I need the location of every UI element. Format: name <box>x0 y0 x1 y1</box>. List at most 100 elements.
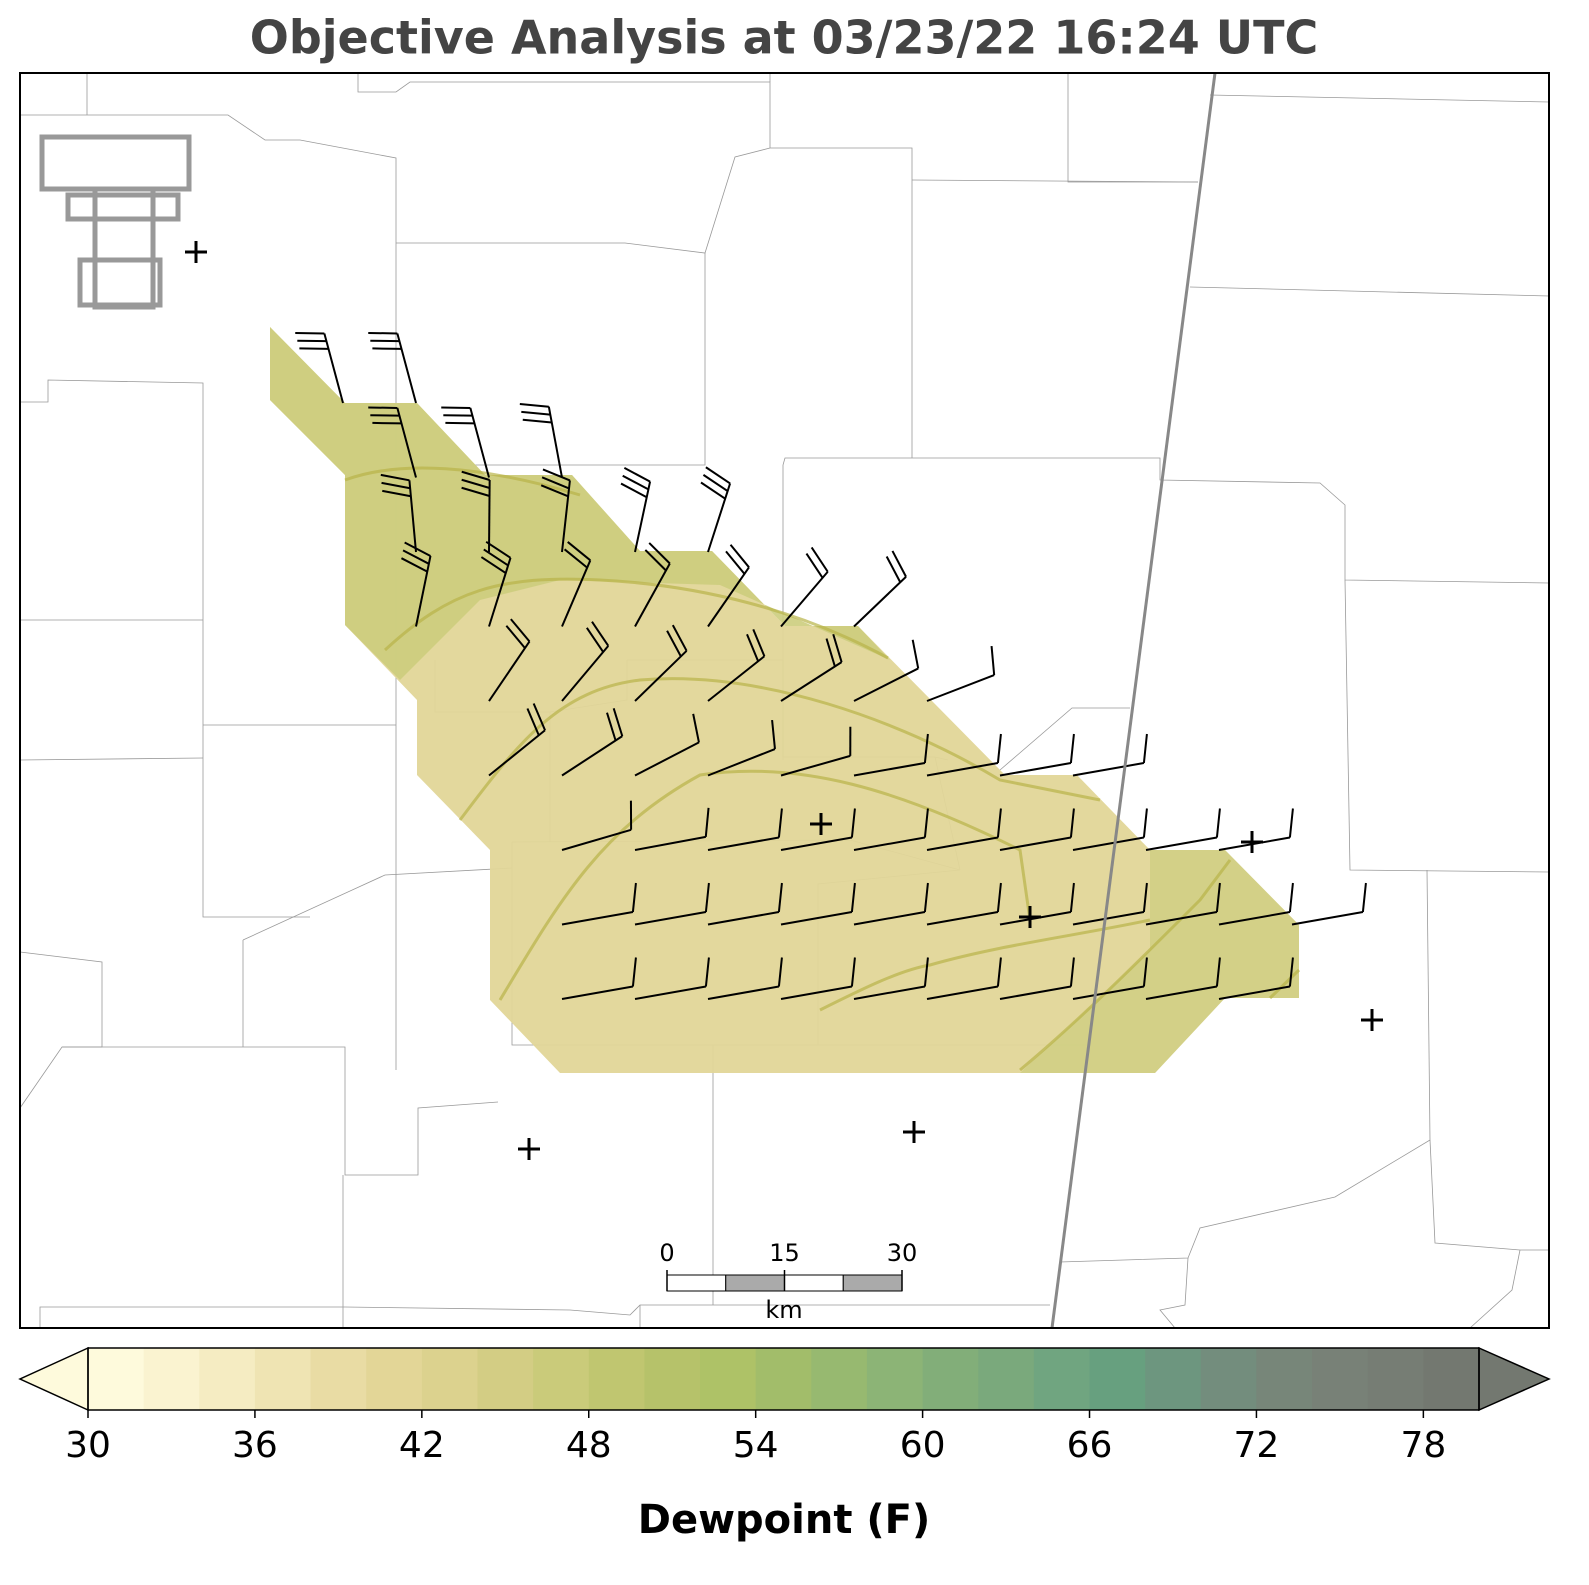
dewpoint-shading-high <box>270 327 890 680</box>
barb-feather <box>810 546 829 573</box>
barb-staff <box>999 762 1072 777</box>
barb-feather <box>522 418 552 424</box>
barb-feather <box>381 481 411 490</box>
barb-feather <box>483 548 509 567</box>
contour-line <box>344 466 581 497</box>
county-line <box>911 179 1199 183</box>
barb-feather <box>541 476 570 490</box>
barb-staff <box>634 911 707 926</box>
county-line <box>1059 869 1431 1263</box>
barb-feather <box>996 733 1002 764</box>
contour-line <box>383 577 889 660</box>
barb-staff <box>561 645 610 702</box>
barb-staff <box>1218 836 1291 851</box>
colorbar-bin <box>1312 1348 1369 1410</box>
barb-staff <box>926 911 999 926</box>
barb-staff <box>488 479 491 553</box>
barb-feather <box>777 882 783 913</box>
county-line <box>1469 1249 1521 1329</box>
barb-staff <box>408 480 417 553</box>
colorbar-bin <box>811 1348 868 1410</box>
contour-line <box>458 677 1101 821</box>
barb-feather <box>1069 808 1075 838</box>
station <box>518 1138 540 1160</box>
barb-staff <box>926 674 995 702</box>
barb-staff <box>707 655 766 702</box>
colorbar-bin <box>143 1348 200 1410</box>
barb-feather <box>485 540 512 559</box>
title: Objective Analysis at 03/23/22 16:24 UTC <box>250 11 1319 65</box>
barb-staff <box>634 835 706 851</box>
colorbar-tick-label: 66 <box>1067 1425 1113 1466</box>
barb-feather <box>1142 733 1148 764</box>
barb-feather <box>725 550 746 575</box>
barb-feather <box>526 708 540 736</box>
barb-feather <box>923 957 929 987</box>
colorbar-bin <box>1200 1348 1257 1410</box>
logo-part <box>65 192 181 222</box>
barb-feather <box>644 549 667 572</box>
barb-staff <box>853 985 926 1000</box>
barb-feather <box>1215 957 1221 987</box>
scale-bar: km 0 15 30 <box>659 1239 917 1324</box>
county-line <box>242 867 513 941</box>
barb-feather <box>777 957 783 987</box>
barb-feather <box>648 542 671 565</box>
contour-line <box>498 769 1032 1001</box>
colorbar-tick-label: 30 <box>65 1425 111 1466</box>
barb-feather <box>990 645 996 676</box>
barb-feather <box>404 541 431 557</box>
barb-feather <box>606 712 617 741</box>
barb-feather <box>923 882 929 913</box>
barb-staff <box>999 836 1072 851</box>
barb-feather <box>400 557 428 573</box>
barb-feather <box>911 639 920 669</box>
barb-feather <box>461 478 490 489</box>
barb-feather <box>1142 957 1148 987</box>
barb-feather <box>771 719 776 750</box>
barb-staff <box>926 985 999 1000</box>
barb-feather <box>996 957 1002 987</box>
colorbar: Dewpoint (F) 30 36 42 48 54 60 66 72 78 <box>18 1346 1551 1543</box>
barb-staff <box>780 571 829 628</box>
barb-staff <box>853 576 907 628</box>
barb-staff <box>853 761 926 777</box>
barb-staff <box>853 667 919 702</box>
scale-segment <box>784 1274 844 1292</box>
barb-staff <box>780 661 843 702</box>
county-line <box>1189 286 1550 297</box>
barb-feather <box>586 627 604 653</box>
barb-feather <box>505 625 526 649</box>
barb-feather <box>631 957 637 987</box>
colorbar-bin <box>588 1348 645 1410</box>
barb-feather <box>1288 882 1294 913</box>
barb-staff <box>1291 911 1364 926</box>
station <box>810 813 832 835</box>
colorbar-bin <box>978 1348 1035 1410</box>
county-line <box>782 457 1550 584</box>
barb-feather <box>832 633 843 663</box>
scale-segment <box>725 1274 785 1292</box>
colorbar-tick-label: 78 <box>1400 1425 1446 1466</box>
county-line <box>999 707 1130 771</box>
scale-tick-label: 0 <box>659 1239 674 1267</box>
barb-feather <box>704 957 710 987</box>
barb-staff <box>780 911 853 926</box>
colorbar-bin <box>477 1348 534 1410</box>
county-lines <box>19 73 1550 1329</box>
colorbar-bin <box>1423 1348 1480 1410</box>
barb-staff <box>780 754 851 777</box>
colorbar-bin <box>755 1348 812 1410</box>
barb-feather <box>612 708 624 737</box>
colorbar-tick-label: 54 <box>733 1425 779 1466</box>
colorbar-bin <box>254 1348 312 1410</box>
barb-staff <box>1145 911 1218 926</box>
barb-feather <box>461 470 490 481</box>
stations <box>185 241 1383 1160</box>
barb-staff <box>634 481 652 553</box>
scale-tick-label: 15 <box>769 1239 800 1267</box>
county-line <box>1344 579 1550 873</box>
barb-staff <box>634 563 671 627</box>
